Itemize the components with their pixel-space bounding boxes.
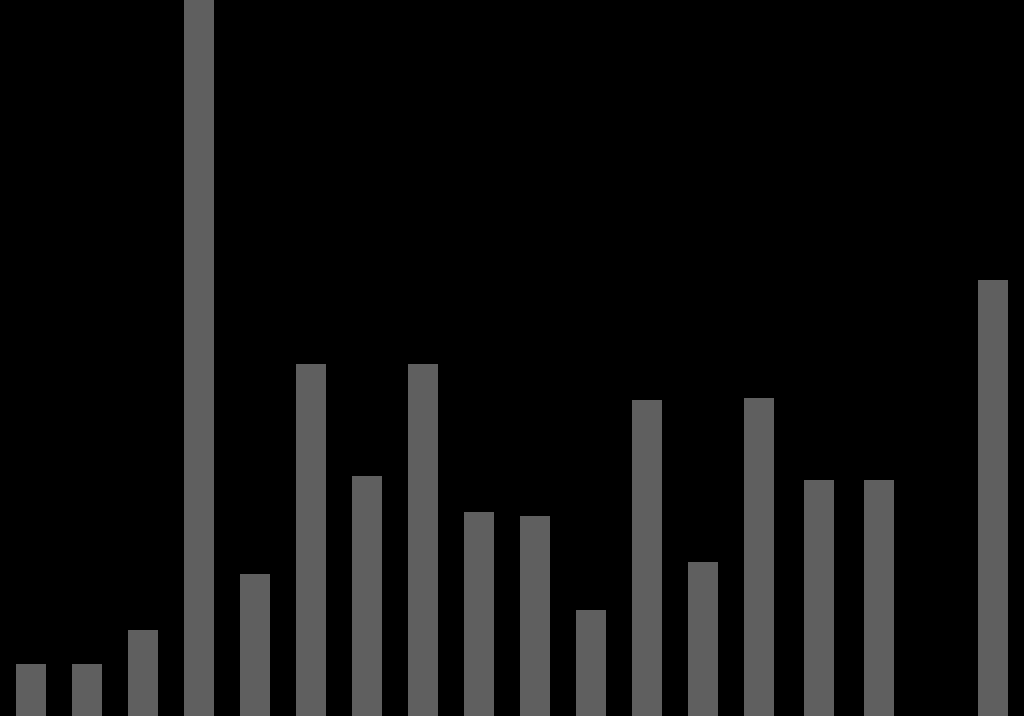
bar-2 <box>128 630 158 716</box>
bar-chart <box>0 0 1024 716</box>
bar-8 <box>464 512 494 716</box>
bar-3 <box>184 0 214 716</box>
bar-1 <box>72 664 102 716</box>
bar-0 <box>16 664 46 716</box>
bar-12 <box>688 562 718 716</box>
bar-13 <box>744 398 774 716</box>
bar-14 <box>804 480 834 716</box>
bar-6 <box>352 476 382 716</box>
bar-9 <box>520 516 550 716</box>
bar-4 <box>240 574 270 716</box>
bar-15 <box>864 480 894 716</box>
bar-11 <box>632 400 662 716</box>
bar-7 <box>408 364 438 716</box>
bar-10 <box>576 610 606 716</box>
bar-5 <box>296 364 326 716</box>
bar-17 <box>978 280 1008 716</box>
